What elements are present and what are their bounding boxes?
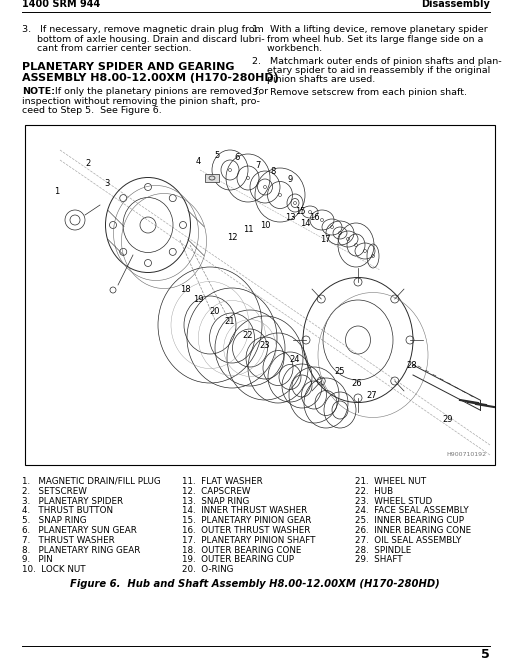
Text: 25: 25 bbox=[334, 368, 345, 376]
Text: 23.  WHEEL STUD: 23. WHEEL STUD bbox=[354, 496, 432, 506]
Bar bbox=[25, 125, 494, 465]
Text: 1.   MAGNETIC DRAIN/FILL PLUG: 1. MAGNETIC DRAIN/FILL PLUG bbox=[22, 477, 160, 486]
Text: 24: 24 bbox=[289, 356, 300, 364]
Text: 11: 11 bbox=[242, 226, 253, 234]
Text: 15: 15 bbox=[294, 207, 305, 216]
Text: 18: 18 bbox=[179, 286, 190, 294]
Text: 6: 6 bbox=[234, 154, 239, 162]
Text: 14.  INNER THRUST WASHER: 14. INNER THRUST WASHER bbox=[182, 506, 306, 515]
Text: 13.  SNAP RING: 13. SNAP RING bbox=[182, 496, 249, 506]
Text: ceed to Step 5.  See Figure 6.: ceed to Step 5. See Figure 6. bbox=[22, 106, 161, 115]
Text: 8.   PLANETARY RING GEAR: 8. PLANETARY RING GEAR bbox=[22, 546, 140, 554]
Text: 17: 17 bbox=[319, 236, 330, 244]
Text: 13: 13 bbox=[284, 213, 295, 222]
Text: 28.  SPINDLE: 28. SPINDLE bbox=[354, 546, 410, 554]
Text: 23: 23 bbox=[259, 341, 270, 350]
Text: 5.   SNAP RING: 5. SNAP RING bbox=[22, 516, 87, 525]
Text: 22: 22 bbox=[242, 331, 253, 339]
Text: 6.   PLANETARY SUN GEAR: 6. PLANETARY SUN GEAR bbox=[22, 526, 136, 535]
Text: 14: 14 bbox=[299, 220, 309, 228]
Text: 9.   PIN: 9. PIN bbox=[22, 556, 52, 564]
Text: If only the planetary pinions are removed for: If only the planetary pinions are remove… bbox=[52, 87, 268, 96]
Text: H900710192: H900710192 bbox=[446, 452, 486, 457]
Text: 27.  OIL SEAL ASSEMBLY: 27. OIL SEAL ASSEMBLY bbox=[354, 536, 461, 544]
Text: 18.  OUTER BEARING CONE: 18. OUTER BEARING CONE bbox=[182, 546, 301, 554]
Text: 2.   Matchmark outer ends of pinion shafts and plan-: 2. Matchmark outer ends of pinion shafts… bbox=[251, 57, 501, 65]
Text: 19.  OUTER BEARING CUP: 19. OUTER BEARING CUP bbox=[182, 556, 293, 564]
Text: 4: 4 bbox=[195, 158, 200, 166]
Text: 25.  INNER BEARING CUP: 25. INNER BEARING CUP bbox=[354, 516, 463, 525]
Text: 28: 28 bbox=[406, 360, 416, 370]
Text: pinion shafts are used.: pinion shafts are used. bbox=[251, 75, 375, 84]
Text: 20.  O-RING: 20. O-RING bbox=[182, 565, 233, 574]
Text: 15.  PLANETARY PINION GEAR: 15. PLANETARY PINION GEAR bbox=[182, 516, 311, 525]
Text: ASSEMBLY H8.00-12.00XM (H170-280HD): ASSEMBLY H8.00-12.00XM (H170-280HD) bbox=[22, 73, 278, 83]
Bar bbox=[205, 174, 218, 182]
Text: 4.   THRUST BUTTON: 4. THRUST BUTTON bbox=[22, 506, 113, 515]
Text: 26.  INNER BEARING CONE: 26. INNER BEARING CONE bbox=[354, 526, 470, 535]
Text: 7.   THRUST WASHER: 7. THRUST WASHER bbox=[22, 536, 115, 544]
Text: 12.  CAPSCREW: 12. CAPSCREW bbox=[182, 487, 250, 496]
Text: 27: 27 bbox=[366, 391, 377, 399]
Text: 11.  FLAT WASHER: 11. FLAT WASHER bbox=[182, 477, 262, 486]
Text: 26: 26 bbox=[351, 378, 361, 387]
Text: 7: 7 bbox=[255, 160, 260, 170]
Text: 3.   Remove setscrew from each pinion shaft.: 3. Remove setscrew from each pinion shaf… bbox=[251, 88, 466, 97]
Text: inspection without removing the pinion shaft, pro-: inspection without removing the pinion s… bbox=[22, 96, 260, 106]
Text: 22.  HUB: 22. HUB bbox=[354, 487, 392, 496]
Text: from wheel hub. Set its large flange side on a: from wheel hub. Set its large flange sid… bbox=[251, 34, 483, 44]
Text: 2.   SETSCREW: 2. SETSCREW bbox=[22, 487, 87, 496]
Text: 9: 9 bbox=[287, 174, 292, 183]
Text: 1: 1 bbox=[54, 187, 60, 197]
Text: 21: 21 bbox=[224, 317, 235, 327]
Text: 8: 8 bbox=[270, 168, 275, 176]
Text: workbench.: workbench. bbox=[251, 44, 322, 53]
Text: 12: 12 bbox=[227, 232, 237, 242]
Text: 19: 19 bbox=[192, 294, 203, 304]
Text: 17.  PLANETARY PINION SHAFT: 17. PLANETARY PINION SHAFT bbox=[182, 536, 315, 544]
Text: bottom of axle housing. Drain and discard lubri-: bottom of axle housing. Drain and discar… bbox=[22, 34, 264, 44]
Text: etary spider to aid in reassembly if the original: etary spider to aid in reassembly if the… bbox=[251, 66, 489, 75]
Text: cant from carrier center section.: cant from carrier center section. bbox=[22, 44, 191, 53]
Text: Figure 6.  Hub and Shaft Assembly H8.00-12.00XM (H170-280HD): Figure 6. Hub and Shaft Assembly H8.00-1… bbox=[70, 579, 439, 589]
Text: 3: 3 bbox=[104, 178, 109, 187]
Text: NOTE:: NOTE: bbox=[22, 87, 55, 96]
Text: 5: 5 bbox=[480, 648, 489, 660]
Text: 16: 16 bbox=[308, 213, 319, 222]
Text: 10.  LOCK NUT: 10. LOCK NUT bbox=[22, 565, 86, 574]
Text: Disassembly: Disassembly bbox=[420, 0, 489, 9]
Text: 20: 20 bbox=[209, 306, 220, 315]
Text: 16.  OUTER THRUST WASHER: 16. OUTER THRUST WASHER bbox=[182, 526, 310, 535]
Text: 10: 10 bbox=[259, 220, 270, 230]
Text: 29: 29 bbox=[442, 416, 453, 424]
Text: 24.  FACE SEAL ASSEMBLY: 24. FACE SEAL ASSEMBLY bbox=[354, 506, 468, 515]
Text: 2: 2 bbox=[85, 158, 91, 168]
Text: 3.   If necessary, remove magnetic drain plug from: 3. If necessary, remove magnetic drain p… bbox=[22, 25, 263, 34]
Text: 1400 SRM 944: 1400 SRM 944 bbox=[22, 0, 100, 9]
Text: PLANETARY SPIDER AND GEARING: PLANETARY SPIDER AND GEARING bbox=[22, 62, 234, 72]
Text: 1.   With a lifting device, remove planetary spider: 1. With a lifting device, remove planeta… bbox=[251, 25, 487, 34]
Text: 21.  WHEEL NUT: 21. WHEEL NUT bbox=[354, 477, 426, 486]
Text: 5: 5 bbox=[214, 152, 219, 160]
Text: 29.  SHAFT: 29. SHAFT bbox=[354, 556, 402, 564]
Text: 3.   PLANETARY SPIDER: 3. PLANETARY SPIDER bbox=[22, 496, 123, 506]
